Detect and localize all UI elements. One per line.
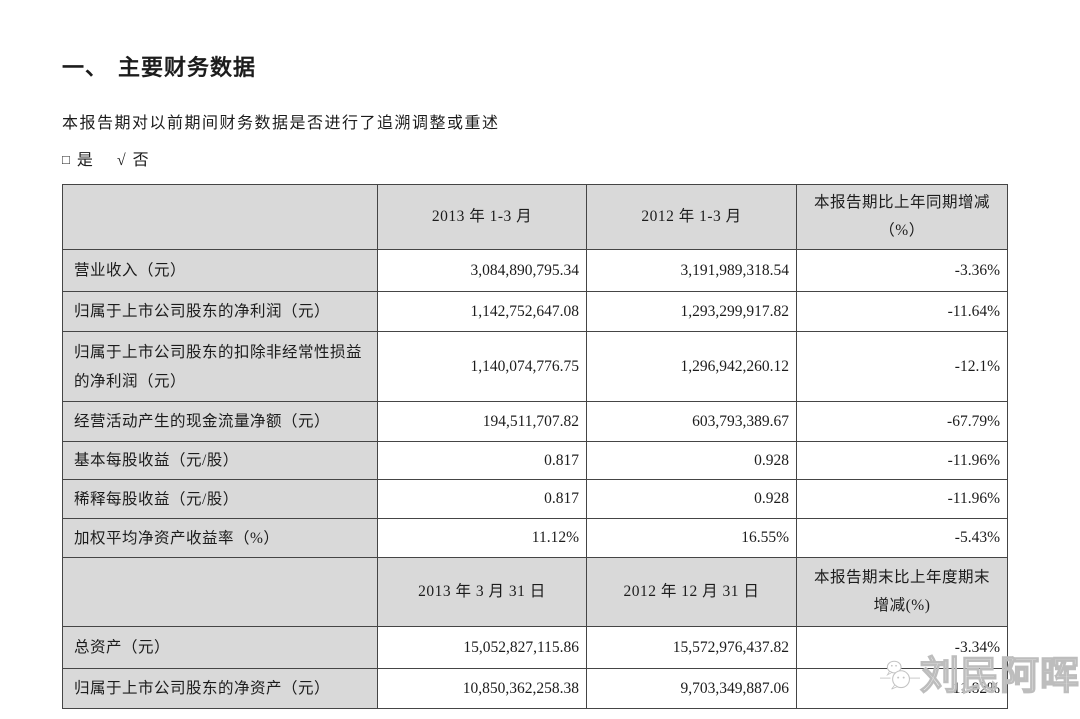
checkbox-unchecked-icon: □ <box>62 152 70 167</box>
value-current: 11.12% <box>377 518 587 558</box>
header-2012-12-31: 2012 年 12 月 31 日 <box>586 557 797 627</box>
table-row-basic-eps: 基本每股收益（元/股） 0.817 0.928 -11.96% <box>62 441 1008 480</box>
restatement-options: □ 是 √ 否 <box>62 149 1007 172</box>
value-change: -3.34% <box>796 626 1008 669</box>
value-current: 1,140,074,776.75 <box>377 331 587 402</box>
checkmark-icon: √ <box>116 152 126 169</box>
value-change: -3.36% <box>796 249 1008 292</box>
row-label: 归属于上市公司股东的扣除非经常性损益的净利润（元） <box>62 331 378 402</box>
corner-cell <box>62 184 378 250</box>
header-2013-03-31: 2013 年 3 月 31 日 <box>377 557 587 627</box>
value-prior: 15,572,976,437.82 <box>586 626 797 669</box>
value-current: 3,084,890,795.34 <box>377 249 587 292</box>
option-yes-label: 是 <box>76 152 93 169</box>
value-prior: 1,293,299,917.82 <box>586 291 797 332</box>
header-period-end-change: 本报告期末比上年度期末增减(%) <box>796 557 1008 627</box>
value-current: 0.817 <box>377 441 587 480</box>
table-row-total-assets: 总资产（元） 15,052,827,115.86 15,572,976,437.… <box>62 626 1008 669</box>
value-change: -5.43% <box>796 518 1008 558</box>
date-header-row: 2013 年 3 月 31 日 2012 年 12 月 31 日 本报告期末比上… <box>62 557 1008 627</box>
header-2013-q1: 2013 年 1-3 月 <box>377 184 587 250</box>
value-prior: 3,191,989,318.54 <box>586 249 797 292</box>
page-title: 一、 主要财务数据 <box>62 54 1007 82</box>
table-row-net-profit: 归属于上市公司股东的净利润（元） 1,142,752,647.08 1,293,… <box>62 291 1008 332</box>
value-prior: 0.928 <box>586 441 797 480</box>
table-row-net-assets: 归属于上市公司股东的净资产（元） 10,850,362,258.38 9,703… <box>62 668 1008 709</box>
value-current: 194,511,707.82 <box>377 401 587 442</box>
value-current: 1,142,752,647.08 <box>377 291 587 332</box>
section-title-text: 主要财务数据 <box>118 55 257 80</box>
value-change: -67.79% <box>796 401 1008 442</box>
row-label: 经营活动产生的现金流量净额（元） <box>62 401 378 442</box>
period-header-row: 2013 年 1-3 月 2012 年 1-3 月 本报告期比上年同期增减（%） <box>62 184 1008 250</box>
value-current: 0.817 <box>377 479 587 519</box>
value-prior: 0.928 <box>586 479 797 519</box>
restatement-question: 本报告期对以前期间财务数据是否进行了追溯调整或重述 <box>62 115 500 132</box>
row-label: 归属于上市公司股东的净资产（元） <box>62 668 378 709</box>
table-row-revenue: 营业收入（元） 3,084,890,795.34 3,191,989,318.5… <box>62 249 1008 292</box>
row-label: 营业收入（元） <box>62 249 378 292</box>
row-label: 总资产（元） <box>62 626 378 669</box>
value-current: 10,850,362,258.38 <box>377 668 587 709</box>
row-label: 归属于上市公司股东的净利润（元） <box>62 291 378 332</box>
row-label: 基本每股收益（元/股） <box>62 441 378 480</box>
row-label: 加权平均净资产收益率（%） <box>62 518 378 558</box>
header-yoy-change: 本报告期比上年同期增减（%） <box>796 184 1008 250</box>
value-prior: 603,793,389.67 <box>586 401 797 442</box>
header-2012-q1: 2012 年 1-3 月 <box>586 184 797 250</box>
financial-table: 2013 年 1-3 月 2012 年 1-3 月 本报告期比上年同期增减（%）… <box>62 184 1008 709</box>
value-change: -11.96% <box>796 479 1008 519</box>
value-change: -12.1% <box>796 331 1008 402</box>
section-number: 一、 <box>62 55 109 80</box>
row-label: 稀释每股收益（元/股） <box>62 479 378 519</box>
value-change: -11.64% <box>796 291 1008 332</box>
table-row-operating-cash-flow: 经营活动产生的现金流量净额（元） 194,511,707.82 603,793,… <box>62 401 1008 442</box>
value-current: 15,052,827,115.86 <box>377 626 587 669</box>
corner-cell <box>62 557 378 627</box>
table-row-diluted-eps: 稀释每股收益（元/股） 0.817 0.928 -11.96% <box>62 479 1008 519</box>
value-prior: 16.55% <box>586 518 797 558</box>
table-row-net-profit-excl-nonrecurring: 归属于上市公司股东的扣除非经常性损益的净利润（元） 1,140,074,776.… <box>62 331 1008 402</box>
option-no-label: 否 <box>132 152 149 169</box>
value-change: 11.82% <box>796 668 1008 709</box>
value-prior: 9,703,349,887.06 <box>586 668 797 709</box>
table-row-weighted-roe: 加权平均净资产收益率（%） 11.12% 16.55% -5.43% <box>62 518 1008 558</box>
value-change: -11.96% <box>796 441 1008 480</box>
value-prior: 1,296,942,260.12 <box>586 331 797 402</box>
